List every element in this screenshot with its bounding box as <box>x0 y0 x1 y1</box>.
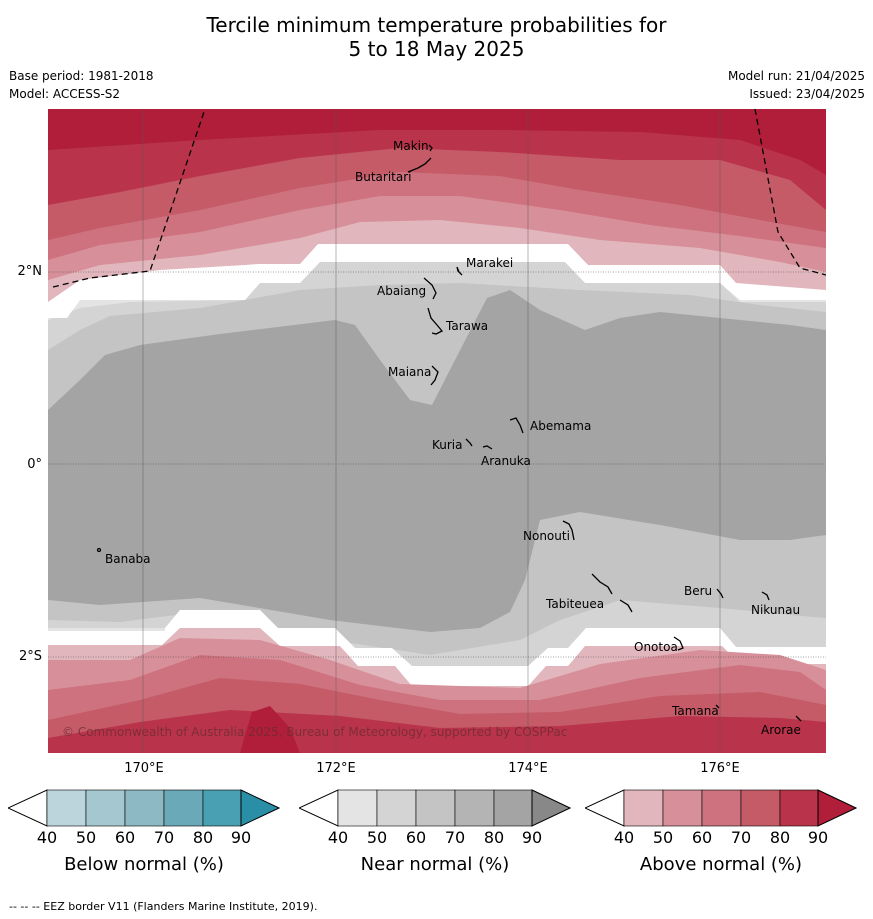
tick-label: 60 <box>405 828 427 847</box>
island-arorae-shape <box>795 715 802 722</box>
above-90-north <box>48 109 826 175</box>
island-makin-shape <box>428 144 433 152</box>
label-makin: Makin <box>393 139 429 153</box>
island-nikunau-shape <box>761 591 770 601</box>
above-80-south <box>48 710 826 753</box>
colorbar-below-normal <box>8 789 280 827</box>
label-maiana: Maiana <box>388 365 431 379</box>
tick-label: 80 <box>483 828 505 847</box>
tick-label: 40 <box>36 828 58 847</box>
title-line-1: Tercile minimum temperature probabilitie… <box>206 13 667 37</box>
lon-label-176e: 176°E <box>700 761 740 776</box>
island-marakei-shape <box>456 266 463 276</box>
island-abaiang-shape <box>423 277 437 300</box>
label-tamana: Tamana <box>671 704 719 718</box>
island-abemama-shape <box>509 417 524 434</box>
label-nikunau: Nikunau <box>751 603 800 617</box>
label-banaba: Banaba <box>105 552 151 566</box>
eez-footnote: -- -- -- EEZ border V11 (Flanders Marine… <box>9 900 318 913</box>
tick-label: 90 <box>521 828 543 847</box>
island-labels: Makin Butaritari Marakei Abaiang Tarawa … <box>62 139 801 739</box>
tick-label: 70 <box>153 828 175 847</box>
label-tarawa: Tarawa <box>445 319 488 333</box>
island-tarawa-shape <box>427 307 444 335</box>
lat-label-2s: 2°S <box>18 649 42 664</box>
model-name: Model: ACCESS-S2 <box>9 87 121 101</box>
tick-label: 70 <box>730 828 752 847</box>
lon-label-174e: 174°E <box>508 761 548 776</box>
colorbar-above-normal <box>585 789 857 827</box>
lon-label-170e: 170°E <box>124 761 164 776</box>
lon-label-172e: 172°E <box>316 761 356 776</box>
island-tabiteuea-shape-north <box>591 573 613 595</box>
tick-label: 50 <box>652 828 674 847</box>
island-maiana-shape <box>430 365 439 386</box>
island-kuria-shape <box>465 438 473 447</box>
tick-label: 60 <box>691 828 713 847</box>
issued-date: Issued: 23/04/2025 <box>749 87 865 101</box>
tick-label: 90 <box>230 828 252 847</box>
tick-label: 50 <box>75 828 97 847</box>
island-onotoa-shape <box>673 636 684 651</box>
island-beru-shape <box>716 588 724 599</box>
label-kuria: Kuria <box>432 438 463 452</box>
eez-border <box>52 109 826 288</box>
probability-map: Makin Butaritari Marakei Abaiang Tarawa … <box>48 109 826 753</box>
island-outlines <box>96 144 802 722</box>
label-abemama: Abemama <box>530 419 591 433</box>
label-butaritari: Butaritari <box>355 170 412 184</box>
colorbar-title-below: Below normal (%) <box>64 854 224 875</box>
island-tabiteuea-shape-south <box>619 599 633 613</box>
lat-label-0: 0° <box>27 457 42 472</box>
label-marakei: Marakei <box>466 256 513 270</box>
title-line-2: 5 to 18 May 2025 <box>348 37 525 61</box>
island-banaba-shape <box>96 547 102 553</box>
model-run-date: Model run: 21/04/2025 <box>727 69 865 83</box>
copyright-note: © Commonwealth of Australia 2025, Bureau… <box>62 725 567 739</box>
label-abaiang: Abaiang <box>377 284 426 298</box>
base-period: Base period: 1981-2018 <box>9 69 154 83</box>
label-beru: Beru <box>684 584 712 598</box>
colorbar-near-normal <box>299 789 571 827</box>
island-butaritari-shape <box>407 157 432 173</box>
label-onotoa: Onotoa <box>634 640 678 654</box>
island-tamana-shape <box>715 704 720 709</box>
label-nonouti: Nonouti <box>523 529 570 543</box>
tick-label: 70 <box>444 828 466 847</box>
latitude-lines <box>48 271 826 658</box>
lat-label-2n: 2°N <box>17 264 43 279</box>
label-aranuka: Aranuka <box>481 454 531 468</box>
near-normal-40-south <box>48 628 165 631</box>
colorbar-title-near: Near normal (%) <box>360 854 510 875</box>
tick-label: 90 <box>807 828 829 847</box>
tick-label: 40 <box>327 828 349 847</box>
colorbar-title-above: Above normal (%) <box>639 854 803 875</box>
label-arorae: Arorae <box>761 723 801 737</box>
tick-label: 40 <box>613 828 635 847</box>
tick-label: 80 <box>192 828 214 847</box>
label-tabiteuea: Tabiteuea <box>545 597 604 611</box>
tick-label: 50 <box>366 828 388 847</box>
graticule <box>142 109 721 753</box>
above-90-south <box>240 706 300 753</box>
island-nonouti-shape <box>562 520 575 541</box>
tick-label: 80 <box>769 828 791 847</box>
island-aranuka-shape <box>482 445 493 450</box>
tick-label: 60 <box>114 828 136 847</box>
